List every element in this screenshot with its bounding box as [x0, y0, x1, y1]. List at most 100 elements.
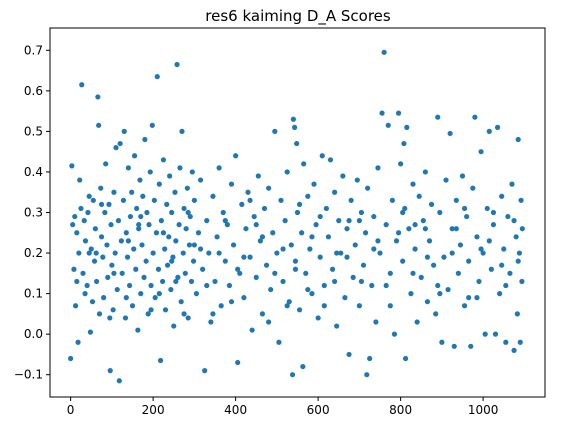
data-point [497, 291, 503, 297]
data-point [255, 173, 261, 179]
data-point [220, 209, 226, 216]
data-point [183, 226, 189, 232]
data-point [478, 149, 484, 155]
data-point [412, 222, 418, 228]
data-point [439, 339, 445, 345]
data-point [226, 282, 233, 289]
data-point [503, 339, 509, 345]
data-point [71, 266, 77, 272]
data-point [82, 291, 88, 297]
data-point [222, 258, 228, 264]
data-point [455, 270, 461, 276]
data-point [466, 258, 472, 264]
data-point [164, 201, 170, 207]
data-point [188, 278, 195, 285]
data-point [158, 218, 164, 224]
data-point [230, 242, 237, 248]
y-tick-label: 0.4 [24, 165, 43, 179]
data-point [107, 368, 113, 374]
data-point [106, 201, 112, 207]
data-point [428, 201, 435, 207]
data-point [98, 185, 104, 191]
data-point [457, 242, 464, 248]
data-point [146, 222, 152, 228]
data-point [443, 177, 449, 183]
data-point [266, 185, 272, 191]
data-point [332, 278, 338, 285]
data-point [139, 242, 145, 248]
data-point [167, 173, 173, 179]
data-point [156, 181, 162, 187]
data-point [228, 299, 235, 305]
data-point [185, 209, 191, 216]
data-point [152, 295, 158, 301]
data-point [98, 201, 105, 207]
data-point [344, 254, 350, 260]
data-point [282, 218, 288, 224]
data-point [433, 311, 439, 317]
x-tick-label: 1000 [468, 403, 499, 417]
data-point [104, 242, 110, 248]
data-point [276, 339, 282, 345]
data-point [115, 218, 122, 224]
data-point [113, 145, 119, 151]
data-point [515, 136, 521, 143]
data-point [513, 234, 519, 240]
data-point [377, 250, 383, 256]
data-point [437, 209, 443, 216]
data-point [178, 299, 184, 305]
data-point [125, 238, 131, 244]
data-point [387, 303, 393, 309]
data-point [177, 165, 183, 171]
data-point [280, 246, 286, 252]
data-point [449, 226, 455, 232]
data-point [317, 254, 323, 260]
data-point [519, 226, 525, 232]
data-point [105, 274, 111, 280]
data-point [253, 274, 259, 280]
data-point [191, 197, 197, 203]
data-point [356, 218, 362, 224]
data-point [243, 226, 249, 232]
data-point [90, 197, 96, 203]
data-point [375, 238, 381, 244]
data-point [86, 250, 92, 256]
data-point [474, 295, 480, 301]
data-point [151, 197, 157, 203]
data-point [270, 230, 276, 236]
y-tick-label: 0.2 [24, 246, 43, 260]
data-point [301, 161, 307, 167]
data-point [118, 238, 124, 244]
data-point [488, 266, 494, 272]
data-point [313, 222, 319, 228]
y-tick-label: 0.7 [24, 43, 43, 57]
data-point [410, 181, 416, 187]
data-point [162, 307, 169, 313]
data-point [408, 291, 414, 297]
data-point [241, 254, 247, 260]
data-point [96, 311, 103, 317]
data-point [350, 274, 356, 280]
data-point [383, 222, 389, 228]
data-point [117, 140, 123, 147]
x-tick-label: 0 [67, 403, 75, 417]
data-point [511, 347, 517, 353]
data-point [157, 357, 164, 364]
data-point [422, 169, 428, 175]
data-point [367, 355, 373, 362]
data-point [414, 319, 420, 325]
data-point [400, 209, 406, 216]
data-point [77, 177, 83, 183]
data-point [109, 262, 115, 268]
data-point [214, 234, 220, 240]
plot-frame [49, 27, 546, 398]
data-point [191, 242, 197, 248]
data-point [261, 205, 268, 212]
y-tick-label: −0.1 [14, 368, 43, 382]
data-point [176, 222, 182, 228]
data-point [340, 173, 346, 179]
data-point [344, 226, 350, 232]
data-point [138, 291, 144, 297]
data-point [122, 315, 129, 321]
